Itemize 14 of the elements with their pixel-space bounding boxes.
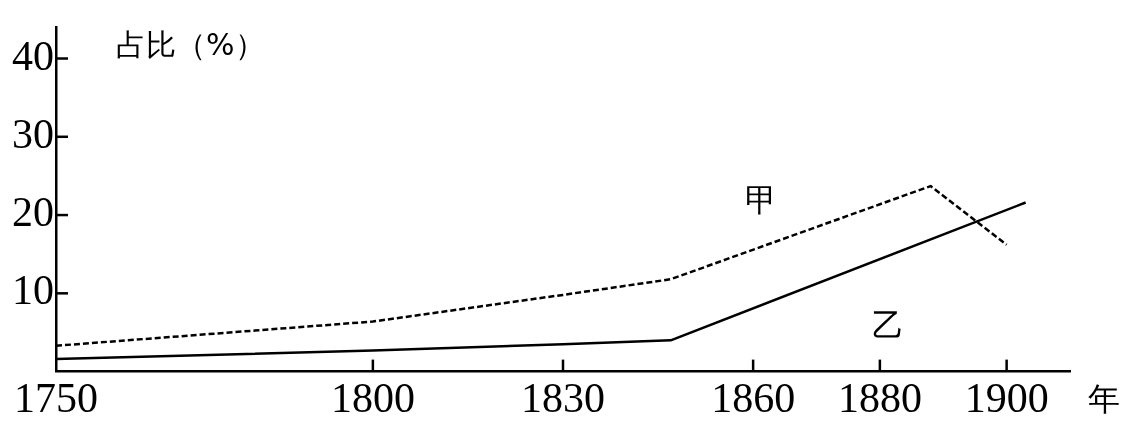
y-tick-label: 30 (12, 110, 54, 157)
y-tick-label: 20 (12, 189, 54, 236)
x-tick-label: 1900 (964, 374, 1049, 421)
x-axis-title: 年 (1088, 379, 1120, 418)
series-label: 乙 (872, 305, 905, 344)
series-label: 甲 (744, 180, 777, 219)
x-tick-label: 1860 (711, 374, 796, 421)
x-tick-label: 1830 (521, 374, 605, 421)
y-tick-label: 10 (12, 267, 54, 314)
y-axis-title: 占比（%） (116, 27, 265, 62)
y-tick-label: 40 (12, 32, 54, 79)
x-tick-label: 1750 (14, 374, 98, 421)
x-tick-label: 1880 (837, 374, 922, 421)
x-tick-label: 1800 (330, 374, 415, 421)
